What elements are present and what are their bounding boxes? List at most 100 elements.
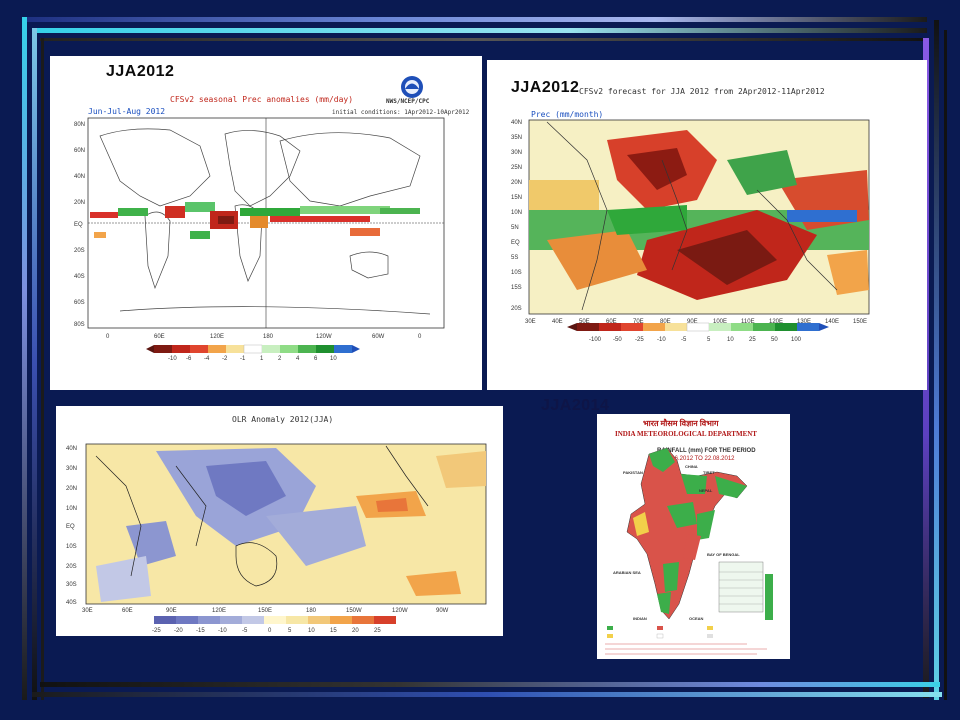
svg-text:-100: -100 — [589, 337, 602, 343]
forecast-title: CFSv2 forecast for JJA 2012 from 2Apr201… — [579, 87, 825, 96]
label-nepal: NEPAL — [699, 488, 713, 493]
svg-text:-25: -25 — [635, 337, 644, 343]
svg-text:120W: 120W — [316, 334, 332, 340]
svg-text:150E: 150E — [258, 608, 272, 614]
init-conditions: initial conditions: 1Apr2012-10Apr2012 — [332, 109, 470, 116]
svg-text:120E: 120E — [212, 608, 226, 614]
imd-summary-table — [718, 561, 773, 620]
svg-text:60E: 60E — [122, 608, 133, 614]
svg-text:2: 2 — [278, 356, 282, 362]
panel1-period-label: JJA2012 — [106, 63, 175, 80]
svg-text:-4: -4 — [204, 356, 210, 362]
frame-top-bar-2 — [32, 28, 927, 33]
svg-text:70E: 70E — [633, 319, 644, 325]
frame-left-bar-1 — [22, 17, 27, 700]
svg-text:30N: 30N — [511, 150, 522, 156]
color-scale-bar: -25 -20 -15 -10 -5 0 5 10 15 20 25 — [152, 616, 396, 634]
svg-text:130E: 130E — [797, 319, 811, 325]
svg-text:90E: 90E — [166, 608, 177, 614]
svg-text:-2: -2 — [222, 356, 228, 362]
svg-text:EQ: EQ — [511, 240, 520, 246]
label-indian: INDIAN — [633, 616, 647, 621]
lat-tick-labels: 80N 60N 40N 20N EQ 20S 40S 60S 80S — [74, 122, 85, 328]
frame-top-bar-3 — [40, 38, 927, 41]
india-map — [626, 447, 748, 620]
svg-text:60W: 60W — [372, 334, 385, 340]
svg-text:10: 10 — [308, 628, 315, 634]
imd-rainfall-panel: भारत मौसम विज्ञान विभाग INDIA METEOROLOG… — [597, 414, 790, 659]
imd-title: INDIA METEOROLOGICAL DEPARTMENT — [615, 430, 757, 438]
svg-text:EQ: EQ — [66, 524, 75, 530]
svg-text:30S: 30S — [66, 582, 77, 588]
svg-text:20N: 20N — [66, 486, 77, 492]
svg-text:110E: 110E — [741, 319, 755, 325]
svg-text:-6: -6 — [186, 356, 192, 362]
label-bay-of-bengal: BAY OF BENGAL — [707, 552, 740, 557]
svg-text:-10: -10 — [657, 337, 666, 343]
noaa-logo — [401, 76, 423, 98]
svg-text:15N: 15N — [511, 195, 522, 201]
svg-text:30E: 30E — [82, 608, 93, 614]
precip-patches — [529, 130, 869, 300]
label-pakistan: PAKISTAN — [623, 470, 643, 475]
svg-text:90E: 90E — [687, 319, 698, 325]
svg-text:0: 0 — [106, 334, 110, 340]
svg-text:40S: 40S — [66, 600, 77, 606]
svg-text:-20: -20 — [174, 628, 183, 634]
svg-text:20S: 20S — [66, 564, 77, 570]
svg-text:140E: 140E — [825, 319, 839, 325]
svg-text:180: 180 — [263, 334, 274, 340]
svg-text:90W: 90W — [436, 608, 449, 614]
imd-subtitle: RAINFALL (mm) FOR THE PERIOD — [657, 448, 756, 454]
svg-text:60N: 60N — [74, 148, 85, 154]
svg-text:0: 0 — [268, 628, 272, 634]
svg-text:0: 0 — [418, 334, 422, 340]
svg-text:6: 6 — [314, 356, 318, 362]
frame-bottom-bar-2 — [32, 692, 942, 697]
svg-text:20S: 20S — [511, 306, 522, 312]
svg-text:10S: 10S — [66, 544, 77, 550]
svg-text:100E: 100E — [713, 319, 727, 325]
svg-text:5: 5 — [288, 628, 292, 634]
svg-text:20N: 20N — [74, 200, 85, 206]
svg-text:-1: -1 — [240, 356, 246, 362]
svg-text:4: 4 — [296, 356, 300, 362]
cfsv2-regional-map: CFSv2 forecast for JJA 2012 from 2Apr201… — [511, 87, 870, 343]
svg-text:10: 10 — [330, 356, 337, 362]
svg-text:50: 50 — [771, 337, 778, 343]
agency-label: NWS/NCEP/CPC — [386, 98, 430, 105]
label-ocean: OCEAN — [689, 616, 704, 621]
lon-tick-labels: 0 60E 120E 180 120W 60W 0 — [106, 334, 422, 340]
frame-right-bar-3 — [944, 30, 947, 700]
frame-left-bar-2 — [32, 28, 37, 700]
svg-text:40N: 40N — [511, 120, 522, 126]
svg-text:60E: 60E — [154, 334, 165, 340]
anomaly-patches — [90, 202, 420, 239]
label-tibet: TIBET — [703, 470, 715, 475]
svg-text:40S: 40S — [74, 274, 85, 280]
forecast-subtitle: Prec (mm/month) — [531, 110, 603, 119]
cfsv2-global-map: Jun-Jul-Aug 2012 CFSv2 seasonal Prec ano… — [74, 76, 470, 362]
svg-text:5N: 5N — [511, 225, 519, 231]
svg-text:80E: 80E — [660, 319, 671, 325]
svg-text:-50: -50 — [613, 337, 622, 343]
svg-text:25: 25 — [374, 628, 381, 634]
lat-tick-labels: 40N 30N 20N 10N EQ 10S 20S 30S 40S — [66, 446, 77, 606]
svg-text:150E: 150E — [853, 319, 867, 325]
svg-text:40E: 40E — [552, 319, 563, 325]
season-label: Jun-Jul-Aug 2012 — [88, 107, 165, 116]
lat-tick-labels: 40N 35N 30N 25N 20N 15N 10N 5N EQ 5S 10S… — [511, 120, 522, 312]
cfsv2-global-precip-panel: Jun-Jul-Aug 2012 CFSv2 seasonal Prec ano… — [50, 56, 482, 390]
svg-text:80S: 80S — [74, 322, 85, 328]
map-title: CFSv2 seasonal Prec anomalies (mm/day) — [170, 95, 353, 104]
svg-text:30E: 30E — [525, 319, 536, 325]
svg-text:15S: 15S — [511, 285, 522, 291]
svg-text:10: 10 — [727, 337, 734, 343]
svg-text:20S: 20S — [74, 248, 85, 254]
svg-text:180: 180 — [306, 608, 317, 614]
svg-text:40N: 40N — [66, 446, 77, 452]
svg-text:120E: 120E — [769, 319, 783, 325]
svg-text:10N: 10N — [511, 210, 522, 216]
svg-text:120W: 120W — [392, 608, 408, 614]
svg-text:80N: 80N — [74, 122, 85, 128]
